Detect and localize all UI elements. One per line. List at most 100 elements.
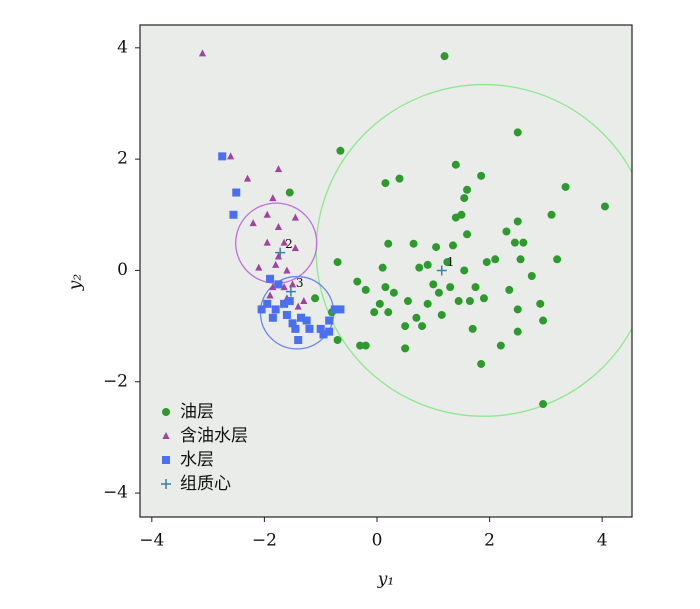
plot-content: 1 2 3 bbox=[198, 49, 632, 417]
point bbox=[296, 313, 305, 322]
point bbox=[378, 263, 387, 272]
point bbox=[451, 213, 460, 222]
point bbox=[381, 179, 390, 188]
point bbox=[272, 260, 280, 268]
point bbox=[502, 227, 511, 236]
point bbox=[274, 223, 283, 231]
point bbox=[336, 146, 345, 155]
point bbox=[409, 239, 418, 248]
point bbox=[243, 174, 252, 182]
point bbox=[389, 288, 398, 297]
point bbox=[471, 283, 480, 292]
point bbox=[460, 194, 469, 203]
point bbox=[401, 322, 410, 331]
point bbox=[516, 255, 525, 264]
point bbox=[291, 244, 299, 252]
point bbox=[429, 280, 438, 289]
point bbox=[249, 219, 257, 227]
point bbox=[353, 277, 362, 286]
point bbox=[325, 327, 334, 336]
legend-label: 组质心 bbox=[180, 474, 231, 494]
point bbox=[336, 305, 345, 314]
point bbox=[263, 210, 271, 218]
y-tick-label: 2 bbox=[117, 149, 128, 169]
point bbox=[305, 324, 314, 333]
point bbox=[600, 202, 609, 211]
point bbox=[432, 243, 441, 252]
y-tick-label: −4 bbox=[103, 483, 128, 503]
centroid bbox=[275, 247, 286, 258]
point bbox=[302, 316, 311, 325]
point bbox=[519, 238, 528, 247]
point bbox=[561, 182, 570, 191]
point bbox=[477, 171, 486, 180]
point bbox=[513, 128, 522, 137]
point bbox=[319, 330, 328, 339]
point bbox=[468, 324, 477, 333]
point bbox=[269, 283, 277, 291]
x-tick-label: −2 bbox=[252, 531, 277, 551]
centroid-label: 1 bbox=[447, 255, 455, 269]
point bbox=[333, 336, 342, 345]
x-tick-label: −4 bbox=[139, 531, 164, 551]
point bbox=[291, 213, 299, 221]
point bbox=[446, 283, 455, 292]
point bbox=[553, 255, 562, 264]
point bbox=[257, 305, 266, 314]
point bbox=[218, 152, 227, 161]
centroid bbox=[436, 265, 447, 276]
y-tick-label: 4 bbox=[117, 37, 128, 57]
point bbox=[266, 274, 275, 283]
point bbox=[227, 152, 235, 160]
point bbox=[482, 258, 491, 267]
legend-label: 油层 bbox=[180, 402, 214, 422]
point bbox=[463, 185, 472, 194]
point bbox=[513, 305, 522, 314]
point bbox=[381, 283, 390, 292]
point bbox=[283, 266, 291, 274]
point bbox=[384, 239, 393, 248]
point bbox=[454, 297, 463, 306]
point bbox=[356, 341, 365, 350]
point bbox=[280, 238, 288, 246]
point bbox=[479, 294, 488, 303]
point bbox=[415, 263, 424, 272]
point bbox=[266, 291, 274, 299]
point bbox=[274, 252, 283, 260]
point bbox=[274, 165, 283, 173]
point bbox=[510, 238, 519, 247]
point bbox=[375, 299, 384, 308]
point bbox=[288, 319, 297, 328]
point bbox=[282, 310, 291, 319]
point bbox=[505, 285, 514, 294]
centroid-label: 2 bbox=[285, 237, 293, 251]
centroid-label: 3 bbox=[296, 276, 304, 290]
point bbox=[280, 299, 289, 308]
point bbox=[527, 272, 536, 281]
point bbox=[451, 160, 460, 169]
point bbox=[232, 188, 241, 197]
centroid bbox=[285, 286, 296, 297]
point bbox=[536, 299, 545, 308]
point bbox=[269, 194, 277, 202]
point bbox=[423, 299, 432, 308]
point bbox=[280, 283, 288, 291]
point bbox=[401, 344, 410, 353]
point bbox=[477, 359, 486, 368]
point bbox=[463, 230, 472, 239]
legend-label: 水层 bbox=[180, 450, 214, 470]
plot-area bbox=[140, 25, 632, 517]
point bbox=[460, 266, 469, 275]
point bbox=[403, 297, 412, 306]
plot-frame bbox=[139, 24, 633, 518]
point bbox=[300, 297, 308, 305]
x-tick-label: 2 bbox=[484, 531, 495, 551]
point bbox=[330, 305, 339, 314]
point bbox=[255, 263, 263, 271]
point bbox=[539, 316, 548, 325]
point bbox=[263, 238, 271, 246]
point bbox=[285, 297, 294, 306]
y-tick-label: 0 bbox=[117, 260, 128, 280]
point bbox=[395, 174, 404, 183]
